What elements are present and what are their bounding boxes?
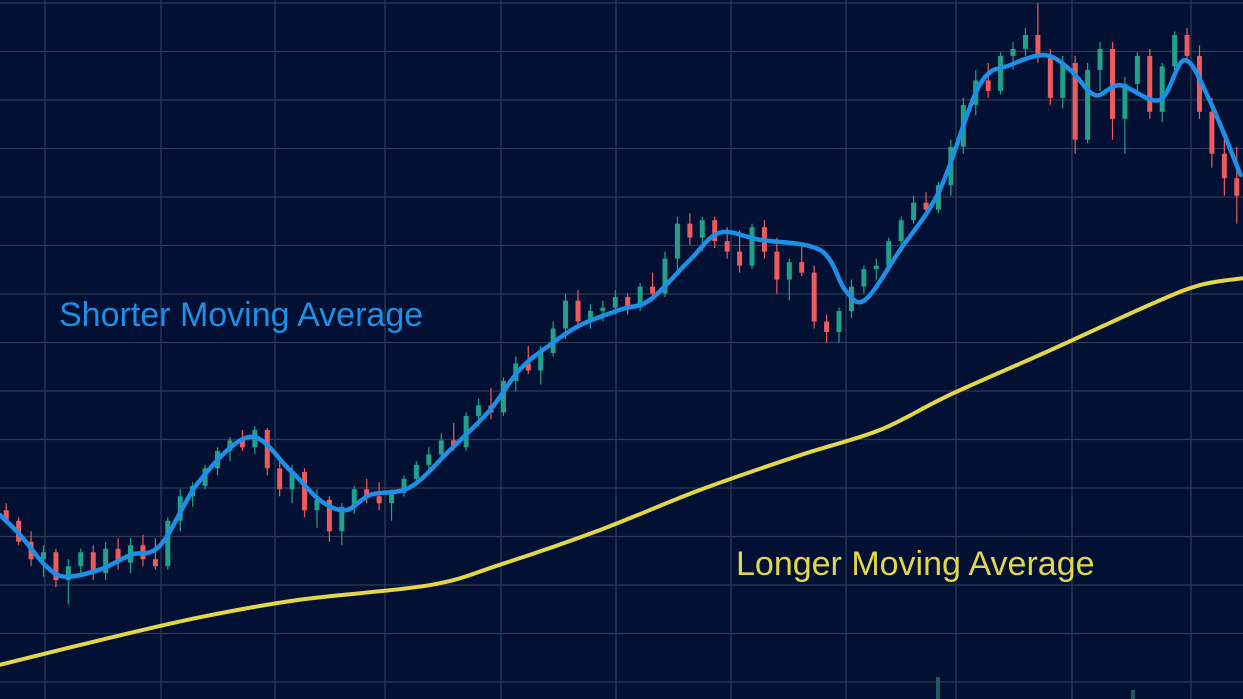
candle-body [3,510,9,521]
candle-body [612,297,618,308]
candle-body [836,311,842,333]
candle-body [712,220,718,242]
candle-body [650,286,656,294]
candle-body [1122,83,1128,119]
candlesticks [3,3,1240,605]
short-moving-average-label: Shorter Moving Average [59,296,424,334]
candle-body [302,471,308,511]
candle-body [264,429,270,469]
candle-body [78,552,84,567]
candle-body [1085,69,1091,140]
candle-body [998,55,1004,91]
candle-body [500,380,506,413]
short-moving-average-line [0,52,1243,580]
candle-body [737,251,743,266]
candle-body [103,548,109,574]
candle-body [538,352,544,371]
candle-body [749,227,755,266]
candle-body [674,223,680,259]
candle-body [413,464,419,479]
candle-body [326,499,332,532]
candle-body [41,552,47,560]
candle-body [426,454,432,465]
candle-body [1097,48,1103,70]
candle-body [115,548,121,563]
candle-body [289,471,295,490]
candle-body [1234,178,1240,196]
candle-body [898,220,904,242]
volume-bars [936,677,1135,699]
candle-body [1010,48,1016,56]
candle-body [811,272,817,322]
candle-body [985,80,991,91]
long-moving-average-label: Longer Moving Average [736,545,1095,583]
candle-body [152,559,158,567]
long-moving-average-line [0,276,1243,667]
candle-body [911,202,917,221]
candle-body [824,321,830,333]
candle-body [90,552,96,574]
candle-body [786,262,792,280]
candle-body [1134,55,1140,84]
candle-body [1209,111,1215,154]
candle-body [1159,66,1165,112]
candle-body [339,506,345,532]
candle-body [1035,34,1041,56]
candle-body [1172,34,1178,67]
candle-body [165,520,171,567]
volume-bar [936,677,940,699]
candle-body [239,440,245,448]
candle-body [476,405,482,416]
candle-body [774,251,780,280]
candle-body [873,265,879,270]
candle-body [799,262,805,273]
candle-body [1221,153,1227,179]
candle-body [662,258,668,294]
candle-body [587,311,593,322]
candle-body [364,489,370,497]
candle-body [401,478,407,493]
volume-bar [1131,690,1135,699]
candle-body [1022,34,1028,49]
candle-body [314,499,320,511]
candle-body [923,202,929,210]
candle-body [53,552,59,581]
candle-body [438,440,444,455]
candle-body [1109,48,1115,119]
candle-body [861,269,867,287]
candle-body [1060,62,1066,98]
candle-body [687,223,693,238]
candle-body [1184,34,1190,56]
candle-body [525,363,531,371]
candle-body [1072,62,1078,140]
candle-body [637,286,643,308]
candle-body [563,300,569,329]
candle-body [724,241,730,252]
candle-body [1047,55,1053,98]
candle-body [376,496,382,504]
candle-body [65,566,71,581]
candle-body [625,297,631,308]
candle-body [886,241,892,266]
candle-body [699,220,705,238]
candle-body [277,468,283,490]
candle-body [389,492,395,504]
candle-body [1147,55,1153,112]
candle-body [351,489,357,507]
candle-body [575,300,581,322]
candle-body [600,307,606,312]
